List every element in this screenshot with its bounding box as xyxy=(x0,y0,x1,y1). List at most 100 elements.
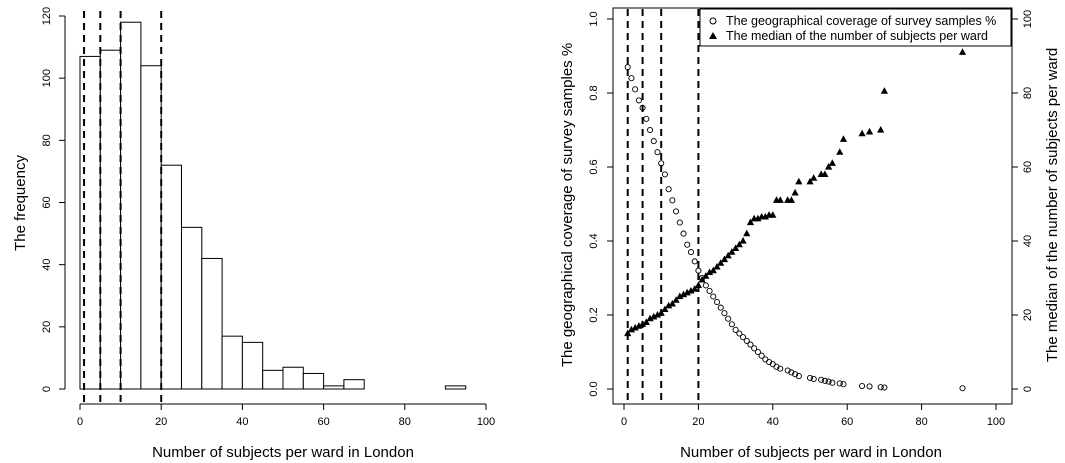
legend-circle-marker xyxy=(709,17,717,25)
scatter-x-tick-label: 0 xyxy=(621,416,627,428)
coverage-point xyxy=(788,369,795,376)
legend-label-coverage: The geographical coverage of survey samp… xyxy=(726,14,996,28)
coverage-series-markers xyxy=(624,64,966,392)
scatter-panel: 0 20 40 60 80 100 0.0 0.2 0.4 0.6 0.8 1.0 0 20 40 60 8… xyxy=(559,7,1061,461)
median-point xyxy=(746,218,755,226)
median-point xyxy=(672,296,680,303)
coverage-point xyxy=(736,330,743,337)
histogram-x-axis: 0 20 40 60 80 100 xyxy=(77,403,495,428)
median-point xyxy=(858,129,866,137)
coverage-point xyxy=(721,310,728,317)
coverage-point xyxy=(684,241,691,248)
coverage-point xyxy=(654,149,661,156)
median-point xyxy=(639,320,647,327)
histogram-bar xyxy=(120,21,142,390)
scatter-right-y-axis-title: The median of the number of subjects per… xyxy=(1044,48,1061,362)
median-point xyxy=(761,212,769,220)
median-point xyxy=(687,286,695,294)
median-point xyxy=(665,301,673,309)
coverage-point xyxy=(747,341,754,348)
median-point xyxy=(877,126,885,133)
median-point xyxy=(676,292,684,300)
coverage-point xyxy=(959,385,966,392)
median-point xyxy=(776,196,784,203)
coverage-point xyxy=(635,97,642,104)
median-point xyxy=(754,214,762,222)
histogram-y-tick-label: 120 xyxy=(41,7,53,25)
histogram-y-axis: 0 20 40 60 80 100 120 xyxy=(41,7,66,392)
coverage-point xyxy=(680,230,687,237)
histogram-bar xyxy=(221,335,243,390)
histogram-x-tick-label: 100 xyxy=(477,416,495,428)
scatter-x-tick-label: 100 xyxy=(987,416,1005,428)
coverage-point xyxy=(751,345,758,352)
histogram-y-tick-label: 0 xyxy=(41,386,53,392)
coverage-point xyxy=(758,352,765,359)
coverage-point xyxy=(650,138,657,145)
coverage-point xyxy=(695,267,702,274)
median-point xyxy=(635,322,643,329)
scatter-x-tick-label: 40 xyxy=(767,416,779,428)
median-point xyxy=(724,251,732,259)
coverage-point xyxy=(881,384,888,391)
coverage-point xyxy=(739,334,747,341)
coverage-point xyxy=(624,64,631,71)
scatter-left-y-tick-label: 0.6 xyxy=(588,159,600,174)
median-point xyxy=(709,266,717,274)
median-point xyxy=(698,275,706,283)
scatter-x-tick-label: 80 xyxy=(915,416,927,428)
histogram-x-tick-label: 20 xyxy=(155,416,167,428)
coverage-point xyxy=(773,363,780,370)
coverage-point xyxy=(702,282,709,289)
scatter-left-y-axis-title: The geographical coverage of survey samp… xyxy=(559,43,576,367)
scatter-right-y-tick-label: 0 xyxy=(1022,386,1034,392)
median-point xyxy=(880,87,888,94)
coverage-point xyxy=(821,377,828,384)
coverage-point xyxy=(632,86,639,93)
median-series-markers xyxy=(624,48,967,337)
median-point xyxy=(705,268,714,276)
median-point xyxy=(728,248,736,255)
coverage-point xyxy=(710,293,717,300)
median-point xyxy=(825,163,833,170)
coverage-point xyxy=(658,160,665,167)
coverage-point xyxy=(687,249,695,256)
coverage-point xyxy=(877,384,884,391)
histogram-bar xyxy=(323,385,345,390)
histogram-bar xyxy=(302,372,325,390)
median-point xyxy=(653,311,662,318)
median-point xyxy=(694,281,702,288)
coverage-point xyxy=(643,115,650,122)
coverage-point xyxy=(728,321,735,328)
median-point xyxy=(795,177,803,185)
coverage-point xyxy=(840,381,847,388)
median-point xyxy=(836,148,844,155)
scatter-x-tick-label: 20 xyxy=(692,416,704,428)
median-point xyxy=(661,305,669,313)
median-point xyxy=(787,196,795,203)
median-point xyxy=(821,170,829,177)
scatter-threshold-lines xyxy=(626,9,700,403)
median-point xyxy=(702,272,710,279)
histogram-panel: 0 20 40 60 80 100 0 20 40 60 80 100 120 Number of s… xyxy=(12,7,495,461)
scatter-x-tick-label: 60 xyxy=(841,416,853,428)
coverage-point xyxy=(777,365,784,372)
coverage-point xyxy=(646,126,654,134)
median-point xyxy=(627,325,636,333)
scatter-x-axis-title: Number of subjects per ward in London xyxy=(680,444,942,461)
coverage-point xyxy=(661,171,668,178)
coverage-point xyxy=(810,375,817,383)
coverage-point xyxy=(743,337,750,344)
scatter-left-y-tick-label: 0.2 xyxy=(588,307,600,322)
median-point xyxy=(743,229,751,237)
scatter-right-y-tick-label: 80 xyxy=(1022,87,1034,99)
histogram-bar xyxy=(282,366,304,390)
scatter-left-y-tick-label: 1.0 xyxy=(588,11,600,26)
coverage-point xyxy=(762,356,769,363)
median-point xyxy=(631,323,639,331)
median-point xyxy=(739,237,747,244)
coverage-point xyxy=(792,371,799,378)
median-point xyxy=(720,255,729,263)
legend-box xyxy=(699,8,1012,47)
